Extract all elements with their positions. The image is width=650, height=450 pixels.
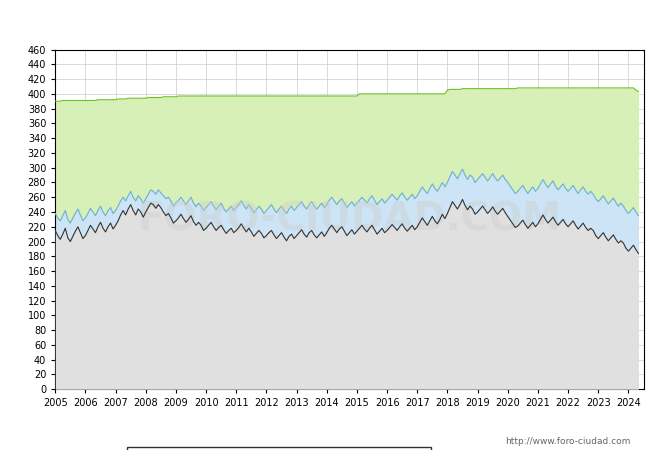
Text: http://www.foro-ciudad.com: http://www.foro-ciudad.com: [505, 436, 630, 446]
Text: FORO-CIUDAD.COM: FORO-CIUDAD.COM: [137, 200, 562, 238]
Text: Trasierra - Evolucion de la poblacion en edad de Trabajar Mayo de 2024: Trasierra - Evolucion de la poblacion en…: [86, 17, 564, 30]
Legend: Ocupados, Parados, Hab. entre 16-64: Ocupados, Parados, Hab. entre 16-64: [127, 447, 431, 450]
